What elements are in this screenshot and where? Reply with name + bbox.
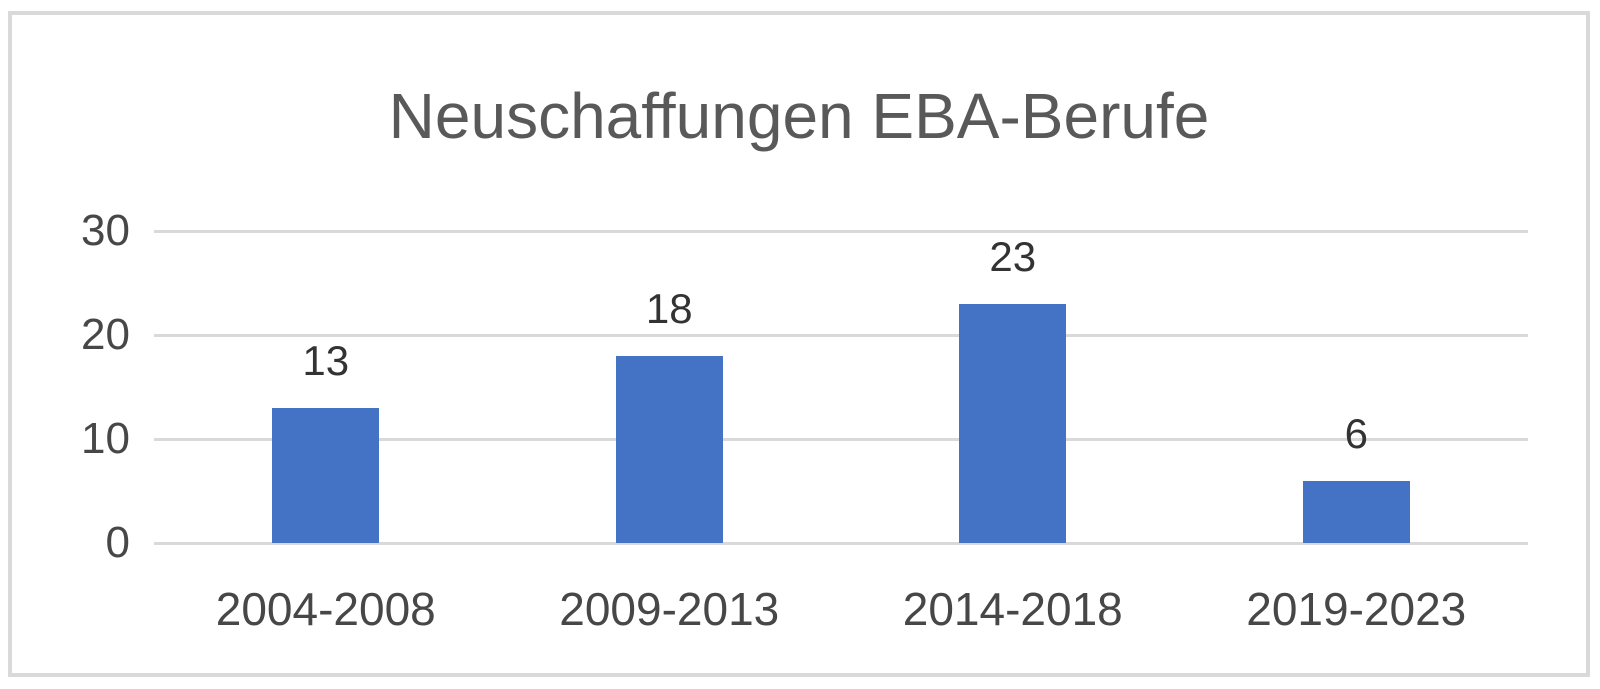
x-axis-category-label: 2009-2013 (559, 583, 780, 635)
gridline-y-30 (154, 229, 1528, 233)
x-axis-category-label: 2004-2008 (215, 583, 436, 635)
chart-frame: Neuschaffungen EBA-Berufe 0 10 20 30 13 2004-… (8, 11, 1590, 677)
y-axis-tick-label: 20 (81, 310, 130, 359)
bar-2009-2013 (615, 355, 723, 543)
x-axis-category-label: 2014-2018 (902, 583, 1123, 635)
y-axis-tick-label: 0 (105, 518, 130, 567)
chart-title: Neuschaffungen EBA-Berufe (388, 80, 1210, 152)
bar-value-label: 6 (1344, 409, 1368, 457)
gridline-y-10 (154, 437, 1528, 441)
bar-value-label: 18 (645, 284, 693, 332)
bar-2019-2023 (1302, 480, 1410, 543)
bar-value-label: 13 (302, 336, 350, 384)
bar-2004-2008 (272, 407, 380, 543)
gridline-y-20 (154, 333, 1528, 337)
y-axis-tick-label: 30 (81, 206, 130, 255)
bar-value-label: 23 (989, 232, 1037, 280)
x-axis-category-label: 2019-2023 (1246, 583, 1467, 635)
y-axis-tick-label: 10 (81, 414, 130, 463)
gridline-y-0 (154, 541, 1528, 545)
bar-2014-2018 (959, 303, 1067, 543)
